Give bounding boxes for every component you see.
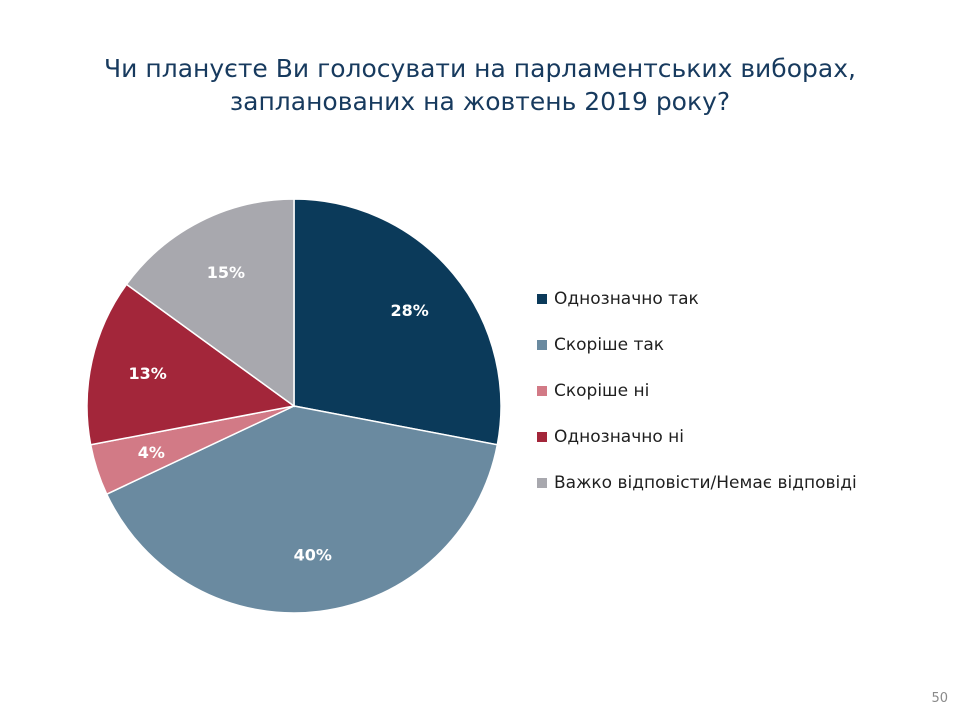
page-number: 50 (931, 691, 948, 706)
legend-swatch (537, 340, 547, 350)
data-label-5: 15% (207, 263, 245, 282)
legend-swatch (537, 478, 547, 488)
legend-label: Однозначно так (554, 289, 699, 309)
data-label-2: 40% (294, 545, 332, 564)
data-label-1: 28% (390, 301, 428, 320)
legend-swatch (537, 294, 547, 304)
legend-item-5: Важко відповісти/Немає відповіді (537, 460, 857, 506)
legend-label: Важко відповісти/Немає відповіді (554, 473, 857, 493)
chart-legend: Однозначно так Скоріше так Скоріше ні Одноз… (537, 276, 857, 506)
legend-item-2: Скоріше так (537, 322, 857, 368)
pie-slice-5 (125, 198, 295, 408)
legend-item-1: Однозначно так (537, 276, 857, 322)
pie-slice-1 (293, 198, 502, 446)
legend-swatch (537, 386, 547, 396)
legend-swatch (537, 432, 547, 442)
legend-item-3: Скоріше ні (537, 368, 857, 414)
data-label-3: 4% (138, 443, 165, 462)
chart-title: Чи плануєте Ви голосувати на парламентсь… (0, 52, 960, 118)
pie-slice-4 (86, 283, 296, 446)
chart-title-line-1: Чи плануєте Ви голосувати на парламентсь… (104, 54, 856, 83)
chart-title-line-2: запланованих на жовтень 2019 року? (229, 87, 731, 116)
legend-label: Скоріше так (554, 335, 665, 355)
pie-slice-2 (105, 405, 499, 614)
legend-label: Однозначно ні (554, 427, 685, 447)
legend-item-4: Однозначно ні (537, 414, 857, 460)
data-label-4: 13% (128, 364, 166, 383)
legend-label: Скоріше ні (554, 381, 650, 401)
